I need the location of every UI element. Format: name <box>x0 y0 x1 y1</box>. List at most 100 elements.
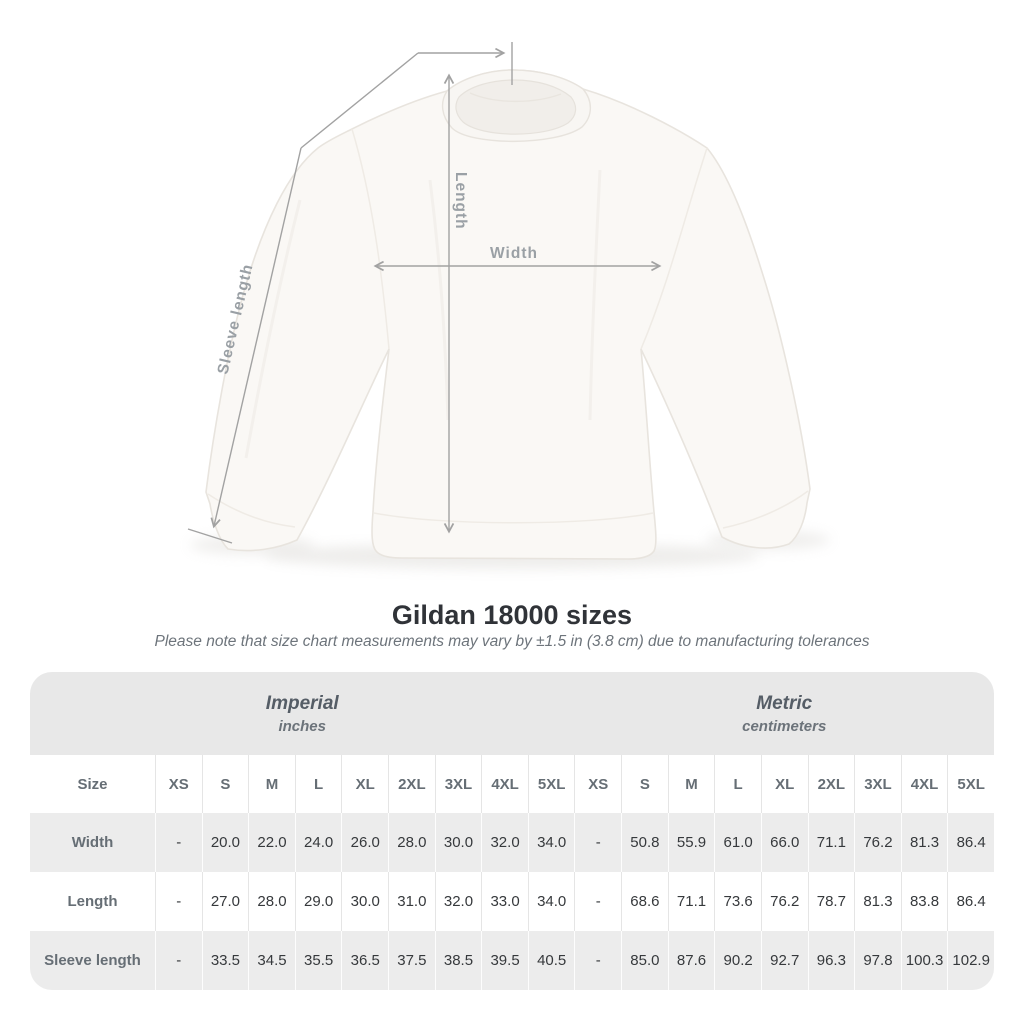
page-title: Gildan 18000 sizes <box>391 600 633 630</box>
col-header: 3XL <box>854 755 901 813</box>
size-value-cell: 36.5 <box>341 931 389 990</box>
size-value-cell: 38.5 <box>434 931 482 990</box>
size-value-cell: 76.2 <box>760 872 808 931</box>
col-header: 4XL <box>900 755 948 813</box>
size-value-cell: 33.0 <box>481 872 528 931</box>
size-value-cell: 39.5 <box>481 931 528 990</box>
col-header: L <box>714 755 761 813</box>
col-header: S <box>621 755 668 813</box>
size-value-cell: 61.0 <box>714 813 761 872</box>
col-header: S <box>201 755 249 813</box>
size-value-cell: 86.4 <box>947 813 994 872</box>
row-label: Length <box>30 872 155 931</box>
size-value-cell: 20.0 <box>201 813 249 872</box>
col-header: 4XL <box>481 755 528 813</box>
size-value-cell: 30.0 <box>341 872 389 931</box>
unit-header-row: Imperial inches Metric centimeters <box>30 672 994 755</box>
size-value-cell: 35.5 <box>294 931 342 990</box>
size-value-cell: 100.3 <box>900 931 948 990</box>
col-header: M <box>248 755 295 813</box>
size-value-cell: 81.3 <box>900 813 948 872</box>
metric-sublabel: centimeters <box>742 717 827 735</box>
table-row-width: Width - 20.0 22.0 24.0 26.0 28.0 30.0 32… <box>30 813 994 872</box>
neck-opening <box>455 79 577 135</box>
size-value-cell: - <box>574 872 622 931</box>
unit-header-metric: Metric centimeters <box>574 672 994 755</box>
size-value-cell: 40.5 <box>527 931 575 990</box>
table-row-length: Length - 27.0 28.0 29.0 30.0 31.0 32.0 3… <box>30 872 994 931</box>
row-label: Sleeve length <box>30 931 155 990</box>
size-value-cell: - <box>155 813 202 872</box>
imperial-sublabel: inches <box>278 717 326 735</box>
col-header: XL <box>341 755 389 813</box>
col-header: XS <box>574 755 622 813</box>
col-header: 2XL <box>388 755 435 813</box>
size-value-cell: 86.4 <box>947 872 994 931</box>
size-value-cell: 55.9 <box>667 813 715 872</box>
sweatshirt-illustration <box>205 69 811 560</box>
size-value-cell: 29.0 <box>294 872 342 931</box>
sleeve-measure-shoulder-line <box>300 52 419 149</box>
size-value-cell: 31.0 <box>388 872 435 931</box>
size-value-cell: 33.5 <box>201 931 249 990</box>
size-value-cell: 90.2 <box>714 931 761 990</box>
size-value-cell: - <box>574 931 622 990</box>
size-table: Imperial inches Metric centimeters Size … <box>30 672 994 990</box>
garment-body <box>205 69 811 560</box>
size-value-cell: 87.6 <box>667 931 715 990</box>
size-value-cell: 32.0 <box>434 872 482 931</box>
col-header: L <box>294 755 342 813</box>
size-value-cell: - <box>155 931 202 990</box>
size-value-cell: 102.9 <box>947 931 994 990</box>
size-value-cell: 68.6 <box>621 872 668 931</box>
col-header: XS <box>155 755 202 813</box>
size-value-cell: 28.0 <box>248 872 295 931</box>
size-value-cell: 34.5 <box>248 931 295 990</box>
size-value-cell: 32.0 <box>481 813 528 872</box>
metric-label: Metric <box>756 692 813 714</box>
size-value-cell: 78.7 <box>807 872 855 931</box>
size-value-cell: 27.0 <box>201 872 249 931</box>
size-value-cell: - <box>155 872 202 931</box>
col-header: XL <box>760 755 808 813</box>
unit-header-imperial: Imperial inches <box>30 672 575 755</box>
length-label: Length <box>452 172 469 230</box>
sweatshirt-measurement-diagram: Length Width Sleeve length <box>187 42 830 569</box>
col-header: 3XL <box>434 755 482 813</box>
col-header: 5XL <box>947 755 994 813</box>
size-value-cell: 22.0 <box>248 813 295 872</box>
size-value-cell: - <box>574 813 622 872</box>
tolerance-note: Please note that size chart measurements… <box>154 633 870 650</box>
size-value-cell: 26.0 <box>341 813 389 872</box>
width-label: Width <box>490 245 538 262</box>
size-value-cell: 34.0 <box>527 813 575 872</box>
size-value-cell: 71.1 <box>667 872 715 931</box>
sleeve-end-tick-line <box>187 528 233 544</box>
size-value-cell: 71.1 <box>807 813 855 872</box>
size-value-cell: 97.8 <box>854 931 901 990</box>
col-header: 2XL <box>807 755 855 813</box>
size-value-cell: 66.0 <box>760 813 808 872</box>
size-value-cell: 76.2 <box>854 813 901 872</box>
size-value-cell: 96.3 <box>807 931 855 990</box>
col-header: M <box>667 755 715 813</box>
size-value-cell: 24.0 <box>294 813 342 872</box>
sleeve-measure-line <box>210 147 302 529</box>
size-value-cell: 50.8 <box>621 813 668 872</box>
size-value-cell: 30.0 <box>434 813 482 872</box>
size-value-cell: 34.0 <box>527 872 575 931</box>
size-header: Size <box>30 755 155 813</box>
size-value-cell: 92.7 <box>760 931 808 990</box>
col-header: 5XL <box>527 755 575 813</box>
size-value-cell: 81.3 <box>854 872 901 931</box>
size-value-cell: 73.6 <box>714 872 761 931</box>
size-value-cell: 85.0 <box>621 931 668 990</box>
table-row-sleeve-length: Sleeve length - 33.5 34.5 35.5 36.5 37.5… <box>30 931 994 990</box>
imperial-label: Imperial <box>265 692 339 714</box>
size-header-row: Size XS S M L XL 2XL 3XL 4XL 5XL XS S M … <box>30 755 994 813</box>
size-value-cell: 28.0 <box>388 813 435 872</box>
size-value-cell: 83.8 <box>900 872 948 931</box>
size-value-cell: 37.5 <box>388 931 435 990</box>
row-label: Width <box>30 813 155 872</box>
